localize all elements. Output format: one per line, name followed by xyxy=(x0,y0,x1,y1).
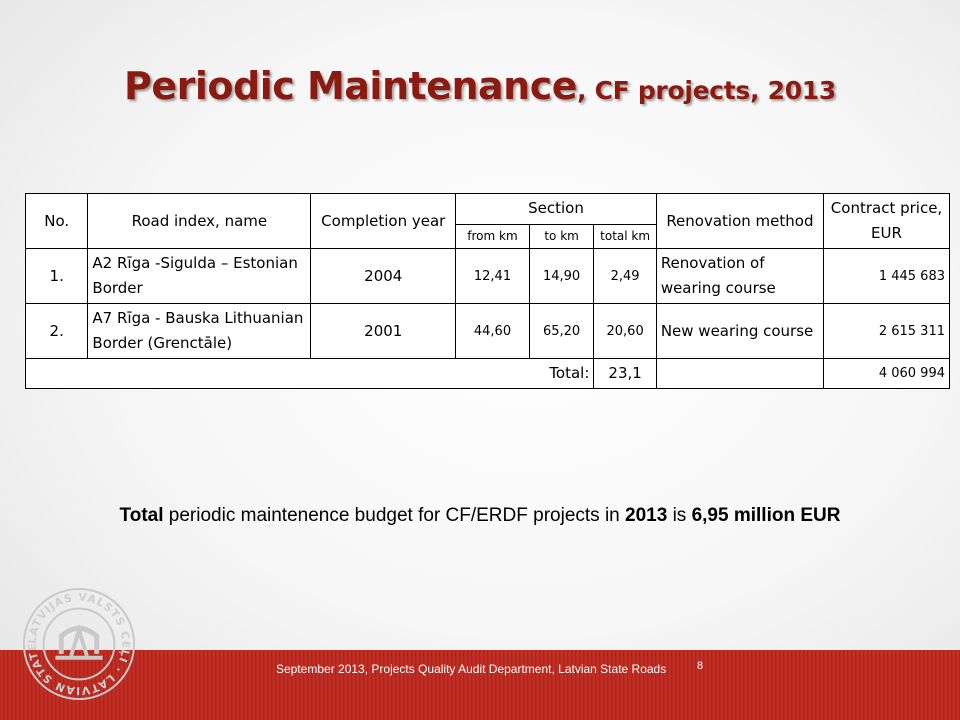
note-part-1: Total xyxy=(119,505,164,526)
cell-road: A7 Rīga - Bauska Lithuanian Border (Gren… xyxy=(87,303,312,359)
total-empty-cell xyxy=(655,358,825,389)
cell-from: 44,60 xyxy=(455,303,530,359)
cell-total: 2,49 xyxy=(593,248,657,304)
table-row: 2. A7 Rīga - Bauska Lithuanian Border (G… xyxy=(24,303,950,359)
cell-to: 65,20 xyxy=(528,303,595,359)
total-row: Total: 23,1 4 060 994 xyxy=(24,358,950,389)
header-total: total km xyxy=(593,223,657,250)
header-to: to km xyxy=(528,223,595,250)
cell-price: 2 615 311 xyxy=(823,303,950,359)
cell-no: 1. xyxy=(24,248,89,304)
header-method: Renovation method xyxy=(655,193,825,249)
total-label: Total: xyxy=(24,358,595,389)
header-no: No. xyxy=(24,193,89,249)
cell-road: A2 Rīga -Sigulda – Estonian Border xyxy=(87,248,312,304)
cell-from: 12,41 xyxy=(455,248,530,304)
header-road: Road index, name xyxy=(87,193,312,249)
subheader-row: from km to km total km xyxy=(26,223,950,250)
header-row: No. Road index, name Completion year Sec… xyxy=(24,193,950,249)
header-price: Contract price, EUR xyxy=(823,193,950,249)
cell-year: 2004 xyxy=(310,248,457,304)
cell-year: 2001 xyxy=(310,303,457,359)
maintenance-table: No. Road index, name Completion year Sec… xyxy=(24,193,950,389)
header-from: from km xyxy=(455,223,530,250)
header-section: Section xyxy=(455,193,657,225)
latvian-state-roads-logo-icon: LATVIJAS VALSTS CEĻI · LATVIAN STATE ROA… xyxy=(20,585,136,701)
footer-text: September 2013, Projects Quality Audit D… xyxy=(276,662,667,676)
footer-band xyxy=(0,650,960,720)
page-number: 8 xyxy=(697,660,704,672)
cell-total: 20,60 xyxy=(593,303,657,359)
note-part-2: periodic maintenence budget for CF/ERDF … xyxy=(163,505,626,526)
note-part-4: is xyxy=(667,505,692,526)
total-price: 4 060 994 xyxy=(823,358,950,389)
note-part-5: 6,95 million EUR xyxy=(691,505,841,526)
table-row: 1. A2 Rīga -Sigulda – Estonian Border 20… xyxy=(24,248,950,304)
note-part-3: 2013 xyxy=(625,505,668,526)
cell-no: 2. xyxy=(24,303,89,359)
cell-to: 14,90 xyxy=(528,248,595,304)
cell-method: New wearing course xyxy=(655,303,825,359)
title-sub: , CF projects, 2013 xyxy=(577,76,836,105)
header-completion: Completion year xyxy=(310,193,457,249)
total-km: 23,1 xyxy=(593,358,657,389)
page-title: Periodic Maintenance, CF projects, 2013 xyxy=(0,64,960,108)
budget-note: Total periodic maintenence budget for CF… xyxy=(0,505,960,527)
title-main: Periodic Maintenance xyxy=(124,64,578,108)
cell-method: Renovation of wearing course xyxy=(655,248,825,304)
cell-price: 1 445 683 xyxy=(823,248,950,304)
